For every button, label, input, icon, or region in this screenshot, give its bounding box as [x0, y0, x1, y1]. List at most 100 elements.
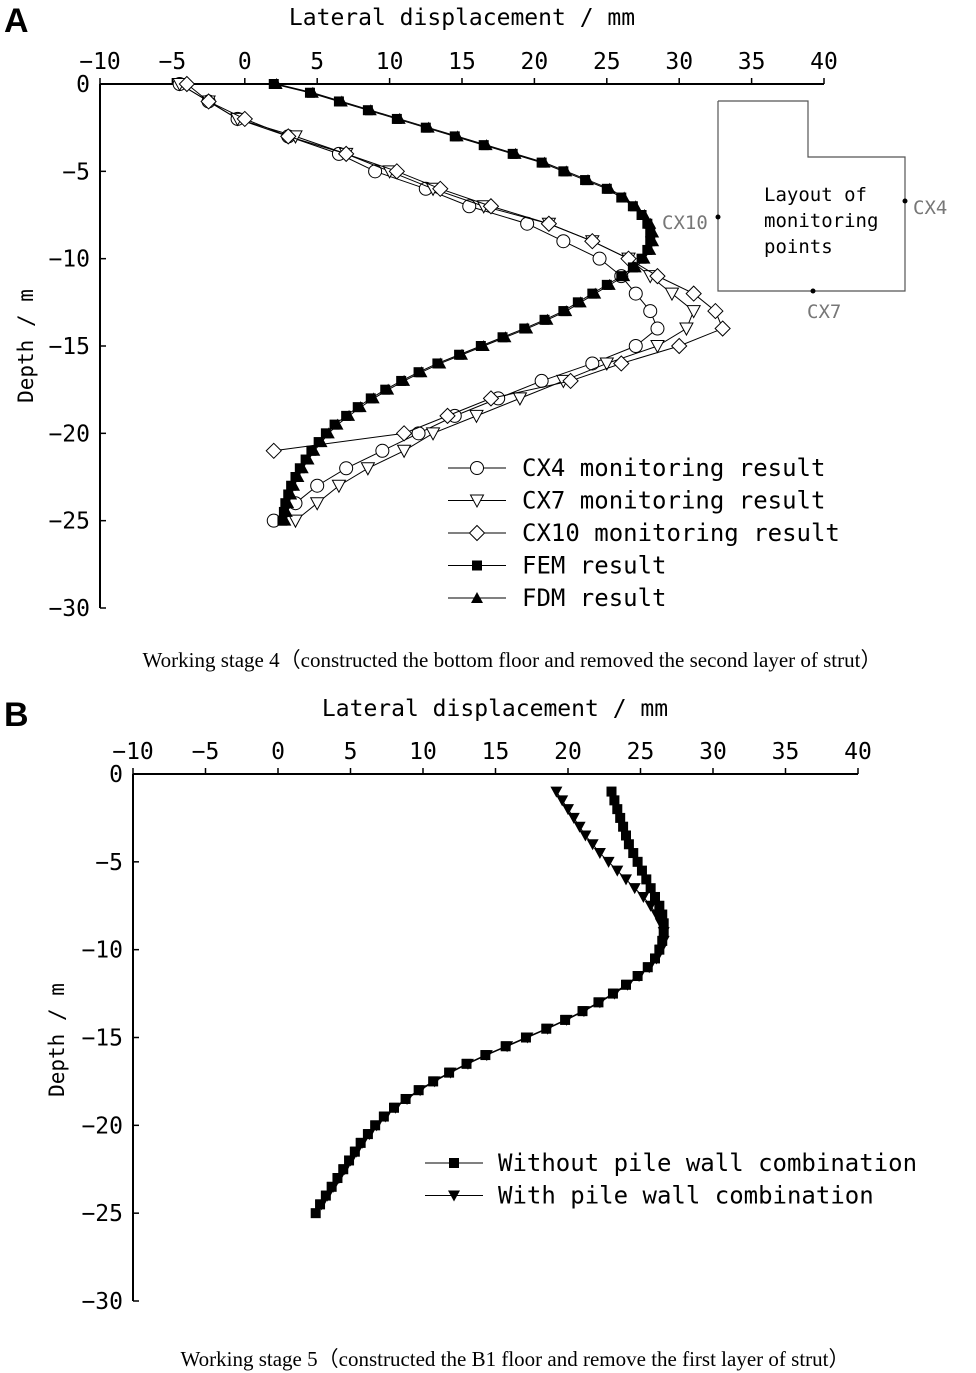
data-point — [644, 243, 657, 255]
data-point — [456, 348, 468, 360]
legend-marker — [470, 461, 484, 475]
y-tick-label: −15 — [48, 334, 90, 360]
data-point — [644, 217, 657, 229]
x-tick-label: −10 — [79, 49, 121, 75]
data-point — [562, 804, 574, 816]
data-point — [411, 426, 426, 441]
data-point — [628, 883, 641, 895]
legend-label: CX10 monitoring result — [522, 519, 840, 547]
data-point — [628, 286, 643, 301]
data-point — [643, 304, 658, 319]
data-point — [288, 514, 303, 529]
data-point — [541, 1023, 554, 1035]
data-point — [707, 302, 724, 320]
y-tick-label: −20 — [81, 1113, 123, 1139]
data-point — [621, 830, 631, 841]
data-point — [540, 215, 558, 232]
data-point — [480, 1050, 493, 1062]
y-tick-label: −20 — [48, 421, 90, 447]
data-point — [645, 883, 656, 894]
data-point — [321, 1190, 334, 1202]
x-tick-label: 30 — [665, 49, 693, 75]
data-point — [649, 267, 666, 285]
data-point — [444, 1067, 457, 1079]
data-point — [638, 252, 651, 264]
data-point — [279, 514, 292, 526]
data-point — [628, 848, 639, 859]
x-tick-label: 15 — [482, 739, 510, 765]
legend-marker — [448, 1190, 460, 1202]
data-point — [657, 935, 670, 947]
inset-layout: Layout of monitoring points CX4 CX7 CX10 — [662, 100, 947, 323]
data-point — [396, 444, 412, 459]
data-point — [363, 1129, 376, 1141]
data-point — [265, 442, 282, 460]
data-point — [714, 320, 731, 337]
data-point — [599, 357, 615, 372]
data-point — [618, 270, 631, 282]
panel-b: B −10 −5 0 5 10 15 20 25 30 35 40 0 −5 −10 −15 −20 −25 −30… — [4, 696, 917, 1371]
data-point — [368, 164, 383, 179]
legend-label: FEM result — [522, 552, 667, 580]
data-point — [282, 497, 295, 509]
data-point — [602, 856, 615, 868]
data-point — [632, 856, 643, 867]
x-tick-label: 0 — [238, 49, 252, 75]
data-point — [685, 285, 702, 302]
data-point — [654, 944, 667, 956]
x-tick-label: 5 — [310, 49, 324, 75]
data-point — [310, 1208, 321, 1219]
data-point — [509, 147, 522, 159]
data-point — [577, 1006, 590, 1018]
data-point — [285, 488, 298, 500]
data-point — [574, 296, 587, 308]
x-tick-label: −10 — [112, 739, 154, 765]
panel-label: B — [4, 696, 29, 734]
data-point — [461, 1058, 474, 1070]
data-point — [415, 366, 428, 378]
data-point — [664, 287, 680, 302]
data-point — [512, 392, 528, 406]
data-point — [331, 479, 347, 494]
x-tick-label: 30 — [699, 739, 727, 765]
data-point — [586, 839, 599, 851]
data-point — [592, 251, 607, 266]
data-point — [556, 234, 571, 249]
data-point — [618, 821, 629, 832]
series-2 — [178, 75, 731, 460]
legend-marker — [472, 560, 482, 571]
data-point — [686, 305, 702, 319]
point-cx10 — [715, 214, 721, 220]
x-tick-label: 25 — [627, 739, 655, 765]
legend-marker — [471, 592, 483, 603]
data-point — [327, 1181, 340, 1193]
data-point — [629, 261, 642, 273]
series-4 — [270, 78, 660, 526]
data-point — [425, 427, 441, 441]
x-tick-label: 40 — [810, 49, 838, 75]
data-point — [534, 373, 549, 388]
data-point — [482, 390, 500, 407]
y-tick-label: −10 — [81, 938, 123, 964]
data-point — [521, 1032, 534, 1044]
label-cx7: CX7 — [807, 301, 841, 323]
x-tick-label: 10 — [409, 739, 437, 765]
data-point — [538, 156, 551, 168]
x-tick-label: 25 — [593, 49, 621, 75]
series-line — [186, 83, 724, 452]
data-point — [364, 104, 377, 116]
data-point — [356, 1137, 369, 1149]
legend-label: Without pile wall combination — [498, 1149, 917, 1177]
data-point — [643, 962, 656, 974]
data-point — [315, 436, 328, 448]
data-point — [375, 443, 390, 458]
data-point — [236, 110, 254, 128]
data-point — [280, 505, 293, 517]
x-tick-label: 10 — [376, 49, 404, 75]
data-point — [367, 392, 380, 404]
data-point — [338, 1164, 351, 1176]
y-tick-label: −30 — [48, 596, 90, 622]
data-point — [302, 453, 315, 465]
data-point — [647, 226, 660, 238]
data-point — [451, 130, 464, 142]
